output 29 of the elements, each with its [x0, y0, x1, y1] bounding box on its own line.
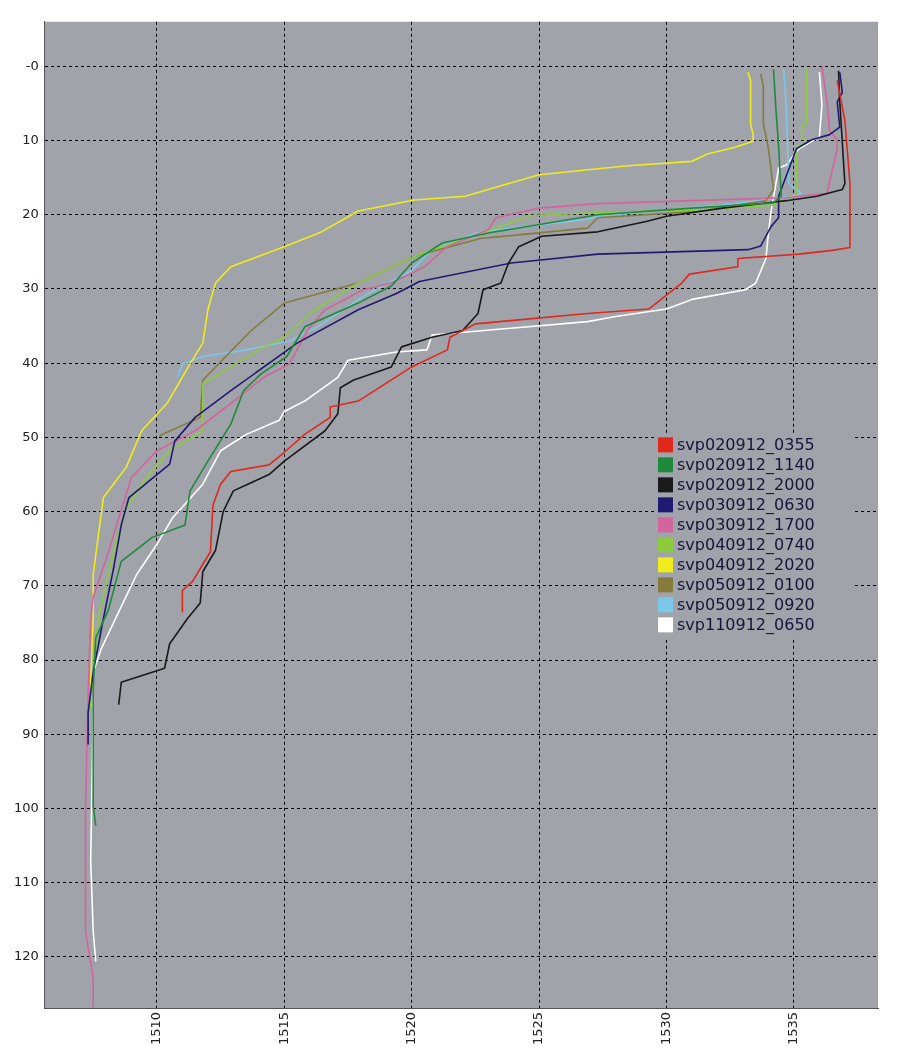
y-tick-label: 90: [22, 725, 39, 741]
y-tick-label: 120: [13, 948, 39, 964]
legend-label: svp110912_0650: [677, 614, 815, 635]
x-tick-label: 1510: [148, 1011, 164, 1046]
legend-label: svp050912_0100: [677, 574, 815, 595]
x-tick-label: 1535: [785, 1011, 801, 1046]
legend-label: svp040912_0740: [677, 534, 815, 555]
legend-label: svp030912_1700: [677, 514, 815, 535]
y-tick-label: 10: [22, 131, 39, 147]
legend-label: svp040912_2020: [677, 554, 815, 575]
x-tick-label: 1515: [275, 1011, 291, 1046]
y-tick-label: 50: [22, 428, 39, 444]
x-tick-label: 1520: [403, 1011, 419, 1046]
legend-label: svp050912_0920: [677, 594, 815, 615]
y-tick-label: 60: [22, 503, 39, 519]
x-tick-label: 1530: [657, 1011, 673, 1046]
legend-label: svp020912_2000: [677, 474, 815, 495]
legend-label: svp020912_1140: [677, 454, 815, 475]
legend-label: svp020912_0355: [677, 434, 815, 455]
x-tick-label: 1525: [530, 1011, 546, 1046]
y-tick-label: 20: [22, 206, 39, 222]
y-tick-label: 30: [22, 280, 39, 296]
y-tick-label: -0: [25, 57, 39, 73]
y-tick-label: 40: [22, 354, 39, 370]
y-tick-label: 70: [22, 577, 39, 593]
y-tick-label: 110: [13, 874, 39, 890]
legend-label: svp030912_0630: [677, 494, 815, 515]
y-tick-label: 80: [22, 651, 39, 667]
y-tick-label: 100: [13, 799, 39, 815]
